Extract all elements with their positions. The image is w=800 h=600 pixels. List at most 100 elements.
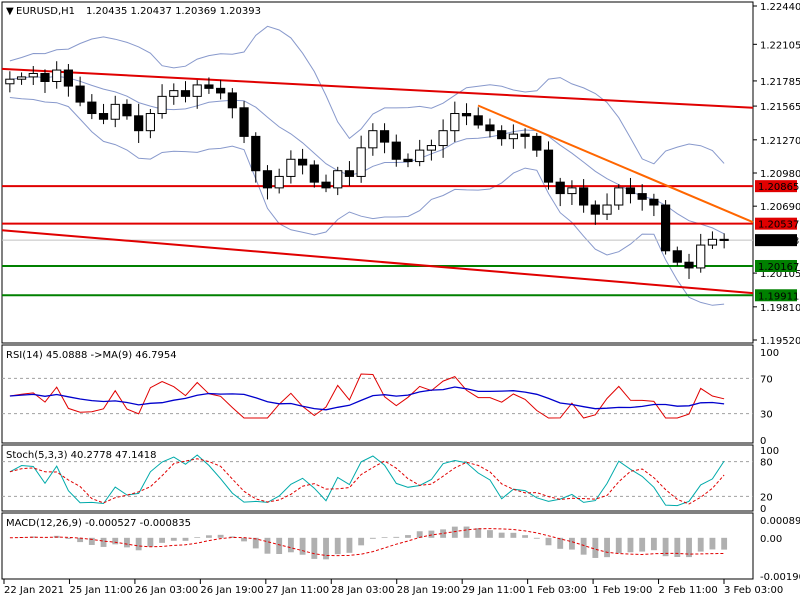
candle-body — [579, 187, 589, 206]
candle-body — [637, 193, 647, 200]
candle-body — [649, 198, 659, 206]
candle-body — [450, 113, 460, 132]
bollinger-bands — [9, 25, 725, 306]
price-tag-label: 1.19911 — [758, 291, 799, 302]
stoch-tick-label: 100 — [760, 446, 779, 457]
stoch-panel-frame — [1, 444, 754, 512]
candle-body — [497, 130, 507, 140]
candle-body — [16, 76, 27, 80]
candle-body — [216, 87, 226, 94]
candlesticks — [5, 61, 729, 279]
price-tag-label: 1.20865 — [758, 182, 799, 193]
time-tick-label: 1 Feb 03:00 — [528, 585, 587, 596]
candle-body — [403, 158, 413, 163]
candle-body — [567, 187, 577, 195]
channel-upper-line — [1, 67, 754, 109]
macd-tick-label: -0.001909 — [760, 572, 800, 583]
rsi-indicator: 100 70 30 0 — [2, 348, 779, 447]
candle-body — [660, 204, 671, 252]
stoch-tick-label: 0 — [760, 504, 766, 515]
rsi-ma-line — [9, 386, 725, 411]
time-tick-label: 25 Jan 11:00 — [69, 585, 132, 596]
time-tick-label: 1 Feb 19:00 — [593, 585, 652, 596]
candle-body — [180, 90, 191, 97]
candle-body — [63, 69, 74, 87]
candle-body — [321, 181, 331, 189]
candle-body — [5, 78, 15, 85]
candle-body — [672, 250, 682, 263]
time-tick-label: 27 Jan 11:00 — [266, 585, 329, 596]
candle-body — [590, 204, 600, 215]
ohlc-readout: 1.20435 1.20437 1.20369 1.20393 — [86, 6, 261, 17]
candle-body — [286, 158, 296, 177]
rsi-tick-label: 30 — [760, 410, 773, 421]
candle-body — [555, 181, 565, 195]
price-tick-label: 1.21565 — [760, 102, 800, 113]
price-panel-frame — [1, 1, 754, 344]
price-tick-label: 1.19810 — [760, 303, 800, 314]
price-tick-label: 1.20690 — [760, 202, 800, 213]
candle-body — [391, 141, 401, 160]
candle-body — [262, 170, 273, 189]
macd-label: MACD(12,26,9) -0.000527 -0.000835 — [6, 518, 191, 529]
candle-body — [157, 95, 167, 115]
time-axis: 22 Jan 2021 25 Jan 11:00 26 Jan 03:00 26 Ja… — [3, 579, 783, 596]
stoch-signal-line — [9, 458, 725, 505]
candle-body — [52, 69, 62, 82]
candle-body — [122, 103, 132, 117]
price-tag-label: 1.20537 — [758, 220, 799, 231]
price-tag-box — [755, 217, 797, 230]
candle-body — [461, 113, 472, 117]
candle-body — [274, 175, 284, 189]
candle-body — [707, 238, 718, 246]
candle-body — [251, 135, 261, 172]
stoch-main-line — [9, 454, 725, 507]
candle-body — [110, 103, 120, 120]
candle-body — [356, 147, 366, 177]
price-tick-label: 1.19520 — [760, 336, 800, 347]
channel-lower-line — [1, 229, 754, 295]
candle-body — [485, 124, 495, 132]
descending-trendline — [477, 104, 754, 224]
price-tick-label: 1.20980 — [760, 169, 800, 180]
bollinger-upper — [9, 25, 725, 165]
macd-panel-frame — [1, 512, 754, 580]
candle-body — [87, 101, 97, 115]
macd-indicator: 0.000891 0.00 -0.001909 — [9, 516, 800, 583]
chart-dropdown-icon[interactable]: ▼ — [6, 6, 14, 17]
candle-body — [368, 130, 378, 149]
rsi-tick-label: 0 — [760, 436, 766, 447]
price-axis: 1.22440 1.22105 1.21785 1.21565 1.21270 1.209… — [753, 2, 800, 347]
candle-body — [696, 244, 706, 269]
candle-body — [543, 149, 554, 183]
candle-body — [415, 149, 425, 163]
symbol-title: EURUSD,H1 — [16, 6, 75, 17]
candle-body — [333, 170, 343, 189]
price-tick-label: 1.22440 — [760, 2, 800, 13]
stoch-tick-label: 80 — [760, 458, 773, 469]
candle-body — [309, 164, 319, 183]
price-tag-box — [755, 234, 797, 247]
rsi-tick-label: 70 — [760, 374, 773, 385]
candle-body — [379, 130, 390, 143]
stoch-label: Stoch(5,3,3) 40.2778 47.1418 — [6, 450, 157, 461]
price-tick-label: 1.21270 — [760, 136, 800, 147]
rsi-label: RSI(14) 45.0888 ->MA(9) 46.7954 — [6, 350, 177, 361]
candle-body — [426, 145, 437, 151]
time-tick-label: 26 Jan 19:00 — [200, 585, 263, 596]
bollinger-lower — [9, 97, 725, 306]
candle-body — [438, 130, 448, 147]
price-tag-box — [755, 180, 797, 193]
candle-body — [227, 92, 237, 109]
candle-body — [520, 133, 530, 137]
time-tick-label: 22 Jan 2021 — [4, 585, 64, 596]
time-tick-label: 28 Jan 03:00 — [331, 585, 394, 596]
trend-channel — [1, 67, 754, 295]
candle-body — [297, 158, 308, 166]
candle-body — [204, 84, 214, 89]
price-tick-label: 1.21785 — [760, 77, 800, 88]
rsi-tick-label: 100 — [760, 348, 779, 359]
candle-body — [145, 113, 155, 132]
time-tick-label: 26 Jan 03:00 — [135, 585, 198, 596]
candle-body — [75, 85, 85, 103]
